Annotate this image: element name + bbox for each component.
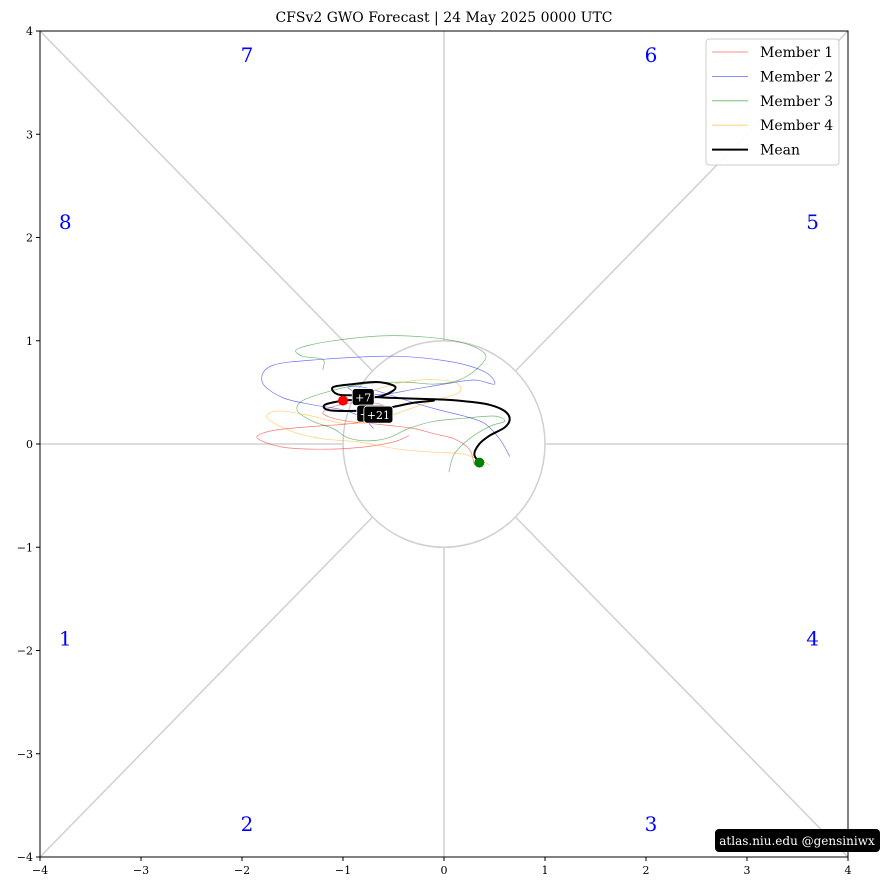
- legend-item-member-2: Member 2: [712, 69, 833, 85]
- y-tick-label: −4: [17, 851, 33, 864]
- x-tick-label: −4: [32, 864, 48, 877]
- legend: Member 1 Member 2 Member 3 Member 4 Mean: [705, 38, 840, 166]
- y-tick-label: 4: [26, 25, 33, 38]
- markers: [338, 395, 485, 468]
- end-marker: [338, 395, 348, 406]
- svg-text:Member 1: Member 1: [760, 45, 833, 61]
- series-layer: [256, 335, 511, 473]
- phase-label-7: 7: [241, 43, 254, 67]
- legend-item-member-4: Member 4: [712, 118, 833, 134]
- legend-box: [705, 38, 840, 166]
- phase-label-3: 3: [645, 812, 658, 836]
- svg-text:+7: +7: [355, 392, 371, 405]
- y-tick-label: 1: [26, 335, 33, 348]
- phase-labels: 1 2 3 4 5 6 7 8: [59, 43, 819, 836]
- unit-circle: [342, 340, 546, 548]
- start-marker: [474, 457, 485, 468]
- guide-diagonal-4: [514, 516, 849, 858]
- x-tick-label: −2: [234, 864, 250, 877]
- phase-label-6: 6: [645, 43, 658, 67]
- guide-diagonal-2: [39, 30, 374, 372]
- svg-text:Mean: Mean: [760, 143, 800, 159]
- day-label-plus21: +21: [363, 405, 394, 424]
- credit-text: atlas.niu.edu @gensiniwx: [719, 834, 875, 848]
- phase-label-1: 1: [59, 626, 72, 650]
- chart-title: CFSv2 GWO Forecast | 24 May 2025 0000 UT…: [275, 10, 612, 26]
- y-tick-label: −1: [17, 541, 33, 554]
- y-tick-label: 3: [26, 128, 33, 141]
- x-tick-label: 2: [643, 864, 650, 877]
- series-line-mean: [322, 380, 511, 464]
- plot-frame: [39, 30, 849, 858]
- phase-label-2: 2: [241, 812, 254, 836]
- legend-item-member-3: Member 3: [712, 94, 833, 110]
- legend-item-member-1: Member 1: [712, 45, 833, 61]
- series-line-member-3: [295, 335, 506, 473]
- y-tick-label: −2: [17, 645, 33, 658]
- y-tick-label: 0: [26, 438, 33, 451]
- axis-ticks: −4 −3 −2 −1 0 1 2 3 4 −4 −3 −2 −1 0 1 2 3 4: [17, 25, 852, 877]
- y-tick-label: 2: [26, 232, 33, 245]
- x-tick-label: 3: [744, 864, 751, 877]
- y-tick-label: −3: [17, 748, 33, 761]
- phase-label-8: 8: [59, 210, 72, 234]
- credit-box: atlas.niu.edu @gensiniwx: [715, 829, 880, 852]
- legend-item-mean: Mean: [712, 143, 800, 159]
- x-tick-label: −1: [335, 864, 351, 877]
- day-label-plus7: +7: [351, 388, 375, 406]
- svg-text:Member 3: Member 3: [760, 94, 833, 110]
- phase-guide-lines: [39, 30, 849, 858]
- phase-label-5: 5: [806, 210, 819, 234]
- svg-text:Member 4: Member 4: [760, 118, 833, 134]
- x-tick-label: −3: [133, 864, 149, 877]
- x-tick-label: 1: [542, 864, 549, 877]
- phase-label-4: 4: [806, 626, 819, 650]
- day-labels: +7+14+21: [351, 388, 394, 424]
- guide-diagonal-3: [39, 516, 374, 858]
- x-tick-label: 0: [441, 864, 448, 877]
- series-line-member-2: [261, 355, 511, 457]
- svg-text:+21: +21: [367, 409, 390, 422]
- svg-text:Member 2: Member 2: [760, 69, 833, 85]
- x-tick-label: 4: [845, 864, 852, 877]
